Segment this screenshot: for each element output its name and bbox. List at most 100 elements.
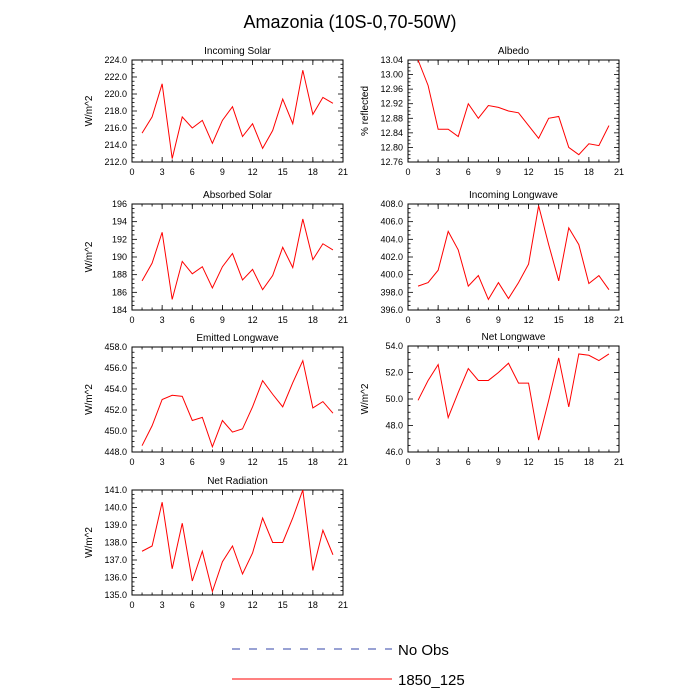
x-tick-label: 9 <box>496 167 501 177</box>
y-tick-label: 136.0 <box>104 573 127 583</box>
y-axis-label: W/m^2 <box>84 384 95 415</box>
series-line <box>141 489 334 594</box>
panel-title: Albedo <box>498 46 530 57</box>
y-tick-label: 135.0 <box>104 590 127 600</box>
plot-frame <box>407 345 620 453</box>
x-tick-label: 12 <box>524 315 534 325</box>
y-tick-label: 48.0 <box>385 421 403 431</box>
panel-2: Albedo % reflected 0 3 6 9 12 15 18 21 12.76 12.80 1… <box>360 46 624 177</box>
panel-4: Incoming Longwave 0 3 6 9 12 15 18 21 396.0 398.0 4… <box>380 190 624 325</box>
x-tick-label: 6 <box>190 167 195 177</box>
x-tick-label: 0 <box>129 457 134 467</box>
y-tick-label: 224.0 <box>104 55 127 65</box>
y-tick-label: 192 <box>112 234 127 244</box>
x-tick-label: 12 <box>248 457 258 467</box>
y-tick-label: 222.0 <box>104 72 127 82</box>
y-tick-label: 452.0 <box>104 405 127 415</box>
y-tick-label: 12.76 <box>380 157 403 167</box>
y-tick-label: 13.04 <box>380 55 403 65</box>
panel-title: Net Radiation <box>207 476 268 487</box>
y-tick-label: 448.0 <box>104 447 127 457</box>
legend-label: 1850_125 <box>398 672 465 689</box>
panel-title: Emitted Longwave <box>196 333 279 344</box>
y-tick-label: 220.0 <box>104 89 127 99</box>
y-tick-label: 218.0 <box>104 106 127 116</box>
panel-title: Net Longwave <box>482 332 546 343</box>
y-tick-label: 141.0 <box>104 485 127 495</box>
x-tick-label: 15 <box>278 315 288 325</box>
y-axis-label: W/m^2 <box>84 241 95 272</box>
y-axis-label: W/m^2 <box>84 527 95 558</box>
x-tick-label: 18 <box>308 600 318 610</box>
y-tick-label: 190 <box>112 252 127 262</box>
plot-frame <box>131 59 344 163</box>
y-tick-label: 400.0 <box>380 270 403 280</box>
x-tick-label: 18 <box>308 167 318 177</box>
y-tick-label: 188 <box>112 270 127 280</box>
y-tick-label: 12.84 <box>380 128 403 138</box>
y-tick-label: 52.0 <box>385 368 403 378</box>
y-tick-label: 12.80 <box>380 142 403 152</box>
y-tick-label: 458.0 <box>104 342 127 352</box>
y-tick-label: 46.0 <box>385 447 403 457</box>
panels-group: Incoming Solar W/m^2 0 3 6 9 12 15 18 21 212.0 214.… <box>84 46 624 610</box>
legend-label: No Obs <box>398 642 449 659</box>
x-tick-label: 3 <box>160 167 165 177</box>
x-tick-label: 3 <box>436 457 441 467</box>
x-tick-label: 15 <box>554 315 564 325</box>
x-tick-label: 21 <box>614 457 624 467</box>
x-tick-label: 18 <box>308 457 318 467</box>
x-tick-label: 9 <box>220 315 225 325</box>
legend: No Obs 1850_125 <box>232 642 465 689</box>
y-tick-label: 404.0 <box>380 234 403 244</box>
x-tick-label: 21 <box>338 457 348 467</box>
panel-title: Absorbed Solar <box>203 190 273 201</box>
x-tick-label: 18 <box>584 315 594 325</box>
y-tick-label: 50.0 <box>385 394 403 404</box>
y-tick-label: 137.0 <box>104 555 127 565</box>
y-tick-label: 398.0 <box>380 287 403 297</box>
x-tick-label: 6 <box>190 600 195 610</box>
y-tick-label: 13.00 <box>380 70 403 80</box>
y-tick-label: 194 <box>112 217 127 227</box>
x-tick-label: 15 <box>554 167 564 177</box>
y-tick-label: 140.0 <box>104 503 127 513</box>
panel-1: Incoming Solar W/m^2 0 3 6 9 12 15 18 21 212.0 214.… <box>84 46 348 177</box>
y-tick-label: 216.0 <box>104 123 127 133</box>
y-tick-label: 456.0 <box>104 363 127 373</box>
figure-title: Amazonia (10S-0,70-50W) <box>243 12 456 32</box>
y-tick-label: 139.0 <box>104 520 127 530</box>
panel-5: Emitted Longwave W/m^2 0 3 6 9 12 15 18 21 448.0 45… <box>84 333 348 467</box>
x-tick-label: 0 <box>129 167 134 177</box>
y-tick-label: 214.0 <box>104 140 127 150</box>
x-tick-label: 3 <box>436 315 441 325</box>
y-tick-label: 402.0 <box>380 252 403 262</box>
plot-frame <box>407 59 620 163</box>
x-tick-label: 3 <box>436 167 441 177</box>
y-tick-label: 12.88 <box>380 113 403 123</box>
x-tick-label: 6 <box>190 457 195 467</box>
x-tick-label: 12 <box>248 600 258 610</box>
x-tick-label: 0 <box>405 167 410 177</box>
x-tick-label: 18 <box>584 167 594 177</box>
x-tick-label: 21 <box>338 167 348 177</box>
x-tick-label: 12 <box>524 457 534 467</box>
y-axis-label: W/m^2 <box>360 383 371 414</box>
y-tick-label: 12.92 <box>380 99 403 109</box>
series-line <box>141 218 334 300</box>
panel-title: Incoming Longwave <box>469 190 558 201</box>
x-tick-label: 21 <box>614 167 624 177</box>
x-tick-label: 9 <box>496 315 501 325</box>
series-line <box>141 70 334 159</box>
x-tick-label: 15 <box>278 600 288 610</box>
plot-frame <box>131 203 344 311</box>
x-tick-label: 9 <box>220 600 225 610</box>
y-tick-label: 212.0 <box>104 157 127 167</box>
x-tick-label: 9 <box>220 167 225 177</box>
x-tick-label: 0 <box>129 600 134 610</box>
y-axis-label: % reflected <box>360 86 371 136</box>
y-tick-label: 196 <box>112 199 127 209</box>
x-tick-label: 3 <box>160 315 165 325</box>
x-tick-label: 12 <box>248 315 258 325</box>
panel-3: Absorbed Solar W/m^2 0 3 6 9 12 15 18 21 184 186 188… <box>84 190 348 325</box>
